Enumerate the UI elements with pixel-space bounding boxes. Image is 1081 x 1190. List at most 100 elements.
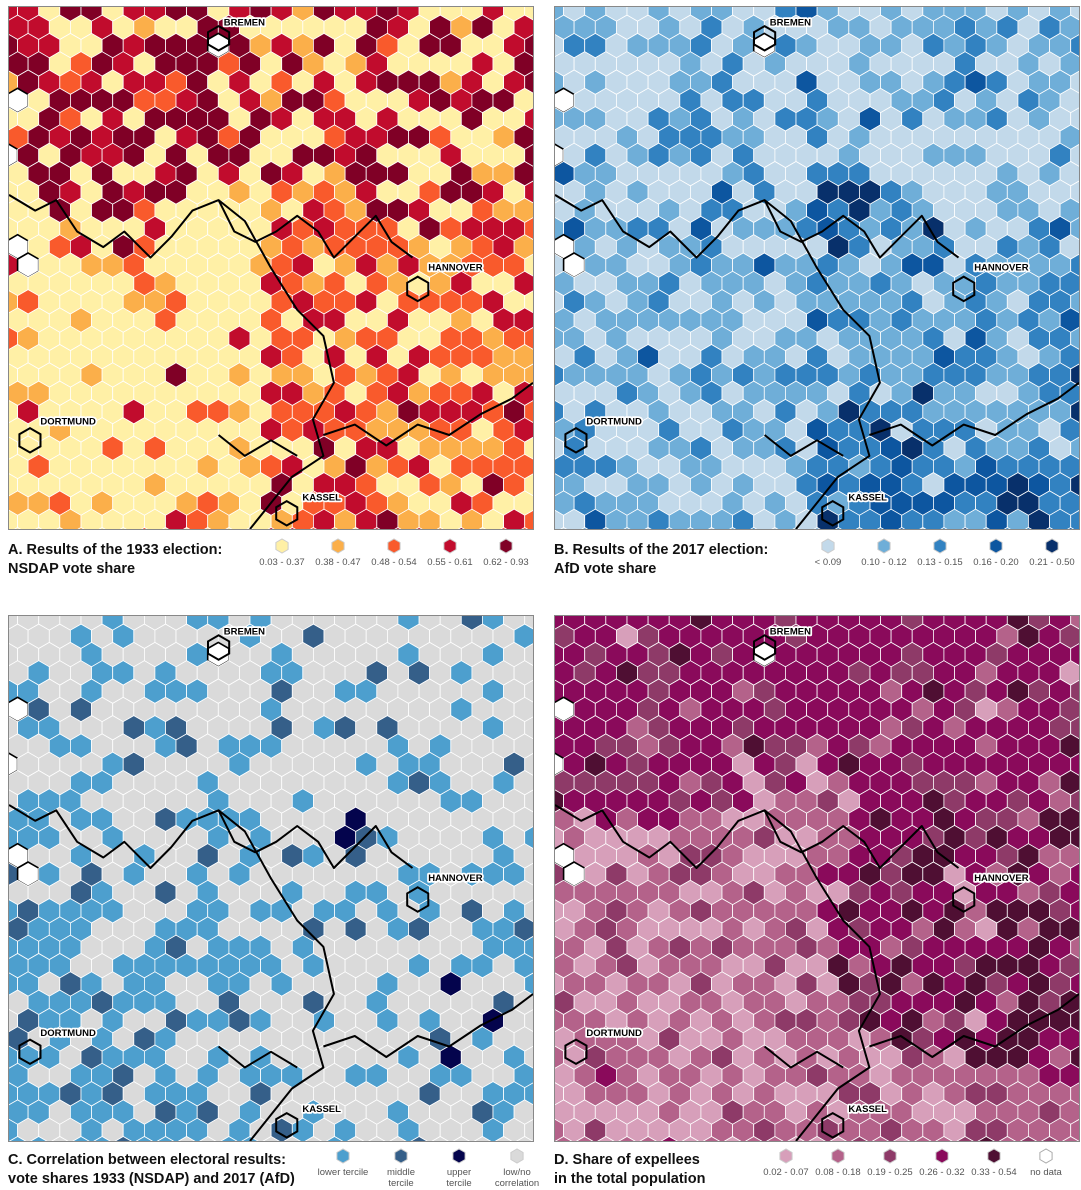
legend-item: 0.38 - 0.47 (310, 538, 366, 568)
city-marker (18, 426, 42, 454)
hex-cell (855, 527, 863, 529)
region-border-3 (763, 1045, 844, 1069)
hex-cell (560, 527, 567, 529)
hex-cell (686, 527, 694, 529)
hex-cell (940, 527, 948, 529)
hex-cell (723, 1136, 742, 1141)
city-marker (821, 499, 845, 527)
hex-cell (576, 1136, 594, 1141)
legend-item: middle tercile (372, 1148, 430, 1189)
legend-swatch (387, 538, 401, 554)
legend-item: 0.62 - 0.93 (478, 538, 534, 568)
legend-label: lower tercile (317, 1167, 369, 1178)
hex-map-a: BREMEN HANNOVER DORTMUND KASSEL (9, 7, 533, 529)
hex-cell (702, 1136, 721, 1141)
hex-cell (325, 1136, 344, 1141)
hex-cell (410, 1136, 428, 1141)
hex-cell (977, 1136, 995, 1141)
legend-item: 0.02 - 0.07 (760, 1148, 812, 1178)
legend-b: < 0.09 0.10 - 0.12 0.13 - 0.15 0.16 - 0.20 0… (800, 538, 1080, 568)
hex-cell (597, 1136, 615, 1141)
legend-swatch (499, 538, 513, 554)
legend-swatch (933, 538, 947, 554)
hex-cell (898, 527, 906, 529)
hex-cell (114, 1136, 132, 1141)
hex-cell (919, 527, 927, 529)
region-border-0 (9, 804, 335, 1141)
city-marker (275, 499, 299, 527)
hex-cell (352, 527, 360, 529)
legend-swatch (987, 1148, 1001, 1164)
hex-cell (961, 527, 969, 529)
legend-item: upper tercile (430, 1148, 488, 1189)
legend-label: 0.26 - 0.32 (919, 1167, 965, 1178)
legend-item: 0.55 - 0.61 (422, 538, 478, 568)
caption-a-line2: NSDAP vote share (8, 561, 136, 577)
hex-cell (745, 1136, 763, 1141)
legend-swatch (443, 538, 457, 554)
hex-cell (602, 527, 610, 529)
hex-cell (516, 1136, 533, 1141)
hex-cell (729, 527, 737, 529)
legend-label: 0.13 - 0.15 (917, 557, 963, 568)
city-label-dortmund: DORTMUND (586, 417, 642, 428)
hex-cell (288, 527, 296, 529)
legend-swatch (821, 538, 835, 554)
caption-d-line2: in the total population (554, 1171, 706, 1187)
hex-cell (623, 527, 631, 529)
hex-cell (431, 1136, 449, 1141)
hex-cell (225, 527, 233, 529)
legend-swatch (831, 1148, 845, 1164)
legend-label: 0.19 - 0.25 (867, 1167, 913, 1178)
legend-item: low/no correlation (488, 1148, 546, 1189)
legend-swatch (1045, 538, 1059, 554)
legend-item: 0.08 - 0.18 (812, 1148, 864, 1178)
region-border-2 (869, 381, 1079, 447)
legend-swatch (1039, 1148, 1053, 1164)
hex-cell (914, 1136, 932, 1141)
hex-cell (681, 1136, 699, 1141)
hex-cell (750, 527, 758, 529)
hex-cell (829, 1136, 847, 1141)
hex-cell (457, 527, 465, 529)
legend-swatch (510, 1148, 524, 1164)
legend-item: 0.48 - 0.54 (366, 538, 422, 568)
hex-cell (347, 1136, 365, 1141)
hex-cell (30, 1136, 48, 1141)
legend-a: 0.03 - 0.37 0.38 - 0.47 0.48 - 0.54 0.55 - … (254, 538, 534, 568)
map-a: BREMEN HANNOVER DORTMUND KASSEL (8, 6, 534, 530)
hex-cell (220, 1136, 238, 1141)
hex-cell (998, 1136, 1016, 1141)
hex-cell (1040, 1136, 1059, 1141)
city-label-dortmund: DORTMUND (40, 1028, 96, 1039)
hex-grid (9, 7, 533, 529)
caption-b-line1: B. Results of the 2017 election: (554, 542, 769, 558)
city-marker (275, 1111, 299, 1139)
hex-cell (1003, 527, 1011, 529)
legend-swatch (331, 538, 345, 554)
caption-c-line1: C. Correlation between electoral results… (8, 1152, 286, 1168)
hex-cell (1046, 527, 1053, 529)
hex-cell (35, 527, 43, 529)
legend-item: 0.26 - 0.32 (916, 1148, 968, 1178)
hex-cell (199, 1136, 217, 1141)
hex-cell (555, 1136, 573, 1141)
hex-cell (204, 527, 212, 529)
hex-cell (871, 1136, 890, 1141)
hex-cell (660, 1136, 678, 1141)
legend-label: 0.48 - 0.54 (371, 557, 417, 568)
hex-cell (850, 1136, 869, 1141)
hex-cell (93, 1136, 111, 1141)
hex-cell (14, 527, 21, 529)
legend-swatch (452, 1148, 466, 1164)
hex-cell (283, 1136, 301, 1141)
legend-item: no data (1020, 1148, 1072, 1178)
hex-cell (935, 1136, 953, 1141)
caption-c-line2: vote shares 1933 (NSDAP) and 2017 (AfD) (8, 1171, 295, 1187)
legend-label: low/no correlation (494, 1167, 540, 1189)
hex-cell (644, 527, 652, 529)
legend-item: 0.10 - 0.12 (856, 538, 912, 568)
hex-cell (183, 527, 191, 529)
hex-grid (555, 616, 1079, 1141)
hex-cell (665, 527, 673, 529)
